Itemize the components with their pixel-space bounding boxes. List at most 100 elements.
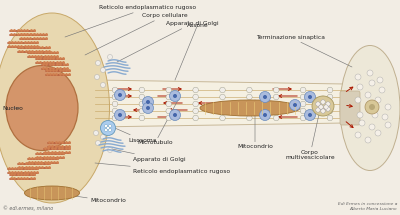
Circle shape (274, 108, 279, 114)
Circle shape (316, 108, 320, 112)
Circle shape (300, 94, 306, 100)
Circle shape (142, 103, 154, 114)
Circle shape (139, 87, 145, 93)
Circle shape (173, 94, 177, 98)
Circle shape (357, 112, 363, 118)
Circle shape (377, 77, 383, 83)
Circle shape (118, 93, 122, 97)
Ellipse shape (6, 66, 78, 150)
Circle shape (308, 113, 312, 117)
Circle shape (379, 87, 385, 93)
Circle shape (324, 105, 328, 109)
Circle shape (369, 80, 375, 86)
Circle shape (326, 102, 330, 106)
Circle shape (220, 115, 225, 121)
Circle shape (274, 94, 279, 100)
Circle shape (357, 84, 363, 90)
Circle shape (300, 101, 306, 107)
Circle shape (94, 131, 98, 135)
Circle shape (146, 106, 150, 110)
Circle shape (321, 109, 325, 113)
Circle shape (263, 95, 267, 99)
Text: Reticolo endoplasmatico rugoso: Reticolo endoplasmatico rugoso (95, 163, 230, 174)
Ellipse shape (24, 186, 80, 200)
Circle shape (246, 87, 252, 93)
Circle shape (326, 107, 330, 111)
Ellipse shape (312, 96, 334, 116)
Circle shape (246, 108, 252, 114)
Circle shape (100, 83, 106, 88)
Circle shape (246, 94, 252, 100)
Circle shape (112, 115, 118, 121)
Circle shape (100, 68, 106, 72)
Circle shape (166, 108, 172, 114)
Circle shape (274, 87, 279, 93)
Circle shape (293, 103, 297, 107)
Circle shape (139, 101, 145, 107)
Circle shape (170, 91, 180, 101)
Circle shape (385, 122, 391, 128)
Circle shape (365, 137, 371, 143)
Circle shape (304, 92, 316, 103)
Circle shape (114, 89, 126, 100)
Circle shape (246, 101, 252, 107)
Text: Reticolo endoplasmatico rugoso: Reticolo endoplasmatico rugoso (65, 5, 196, 37)
Circle shape (114, 109, 126, 120)
Ellipse shape (200, 100, 300, 116)
Text: Lisosoma: Lisosoma (108, 125, 156, 143)
Circle shape (300, 87, 306, 93)
Circle shape (316, 102, 320, 106)
Circle shape (327, 101, 333, 107)
Circle shape (112, 108, 118, 114)
Text: Assone: Assone (187, 23, 209, 28)
Circle shape (290, 100, 300, 111)
Circle shape (139, 108, 145, 114)
Circle shape (166, 115, 172, 121)
Circle shape (170, 109, 180, 120)
Circle shape (304, 109, 316, 120)
Circle shape (369, 104, 375, 110)
Circle shape (300, 115, 306, 121)
Circle shape (193, 108, 198, 114)
Polygon shape (95, 80, 345, 127)
Circle shape (139, 94, 145, 100)
Circle shape (108, 129, 112, 132)
Circle shape (106, 126, 110, 129)
Circle shape (108, 124, 112, 127)
Circle shape (96, 140, 100, 146)
FancyBboxPatch shape (340, 91, 360, 125)
Circle shape (112, 101, 118, 107)
Circle shape (193, 94, 198, 100)
Circle shape (193, 87, 198, 93)
Circle shape (319, 105, 323, 109)
Circle shape (173, 113, 177, 117)
Circle shape (96, 60, 100, 66)
Text: Terminazione sinaptica: Terminazione sinaptica (256, 34, 352, 67)
Circle shape (220, 87, 225, 93)
Circle shape (166, 94, 172, 100)
Text: Mitocondrio: Mitocondrio (55, 193, 126, 204)
Circle shape (118, 113, 122, 117)
Circle shape (274, 101, 279, 107)
Circle shape (102, 124, 108, 129)
Circle shape (220, 101, 225, 107)
Circle shape (321, 100, 325, 104)
Circle shape (359, 120, 365, 126)
Text: Mitocondrio: Mitocondrio (237, 100, 273, 149)
Text: Corpo
multivescicolare: Corpo multivescicolare (285, 96, 335, 160)
Circle shape (369, 124, 375, 130)
Circle shape (367, 70, 373, 76)
Circle shape (166, 87, 172, 93)
Circle shape (193, 115, 198, 121)
Ellipse shape (0, 13, 110, 203)
Circle shape (166, 101, 172, 107)
Text: Edi Ermes in concessione a
Alberto Maria Luciano: Edi Ermes in concessione a Alberto Maria… (338, 202, 397, 211)
Text: Apparato di Golgi: Apparato di Golgi (112, 149, 186, 161)
Circle shape (355, 74, 361, 80)
Circle shape (112, 87, 118, 93)
Circle shape (193, 101, 198, 107)
Circle shape (94, 75, 100, 80)
Circle shape (100, 120, 116, 135)
Text: Corpo cellulare: Corpo cellulare (85, 13, 188, 55)
Circle shape (260, 109, 270, 120)
